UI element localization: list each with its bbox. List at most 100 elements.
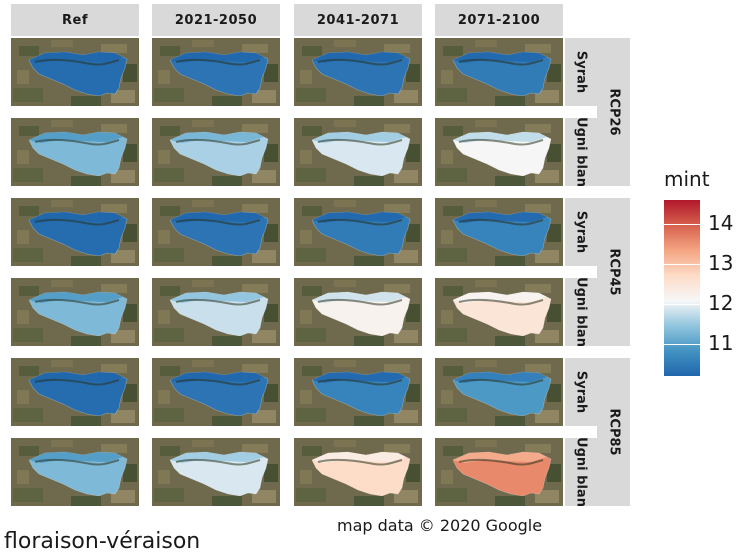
terrain-patch [334, 40, 356, 47]
map-panel-svg [435, 358, 563, 426]
terrain-patch [406, 224, 420, 242]
terrain-ridge [317, 218, 403, 226]
terrain-patch [160, 366, 180, 376]
facet-row-strip: Syrah [565, 358, 597, 426]
terrain-patch [443, 446, 463, 456]
terrain-patch [547, 384, 561, 402]
legend-tick-label: 13 [708, 251, 734, 275]
terrain-patch [17, 470, 29, 484]
region-fill [169, 291, 269, 337]
terrain-patch [242, 364, 268, 373]
map-panel-svg [152, 198, 280, 266]
terrain-patch [158, 230, 170, 244]
legend-gradient [664, 200, 700, 376]
terrain-patch [264, 464, 278, 482]
terrain-patch [475, 120, 497, 127]
terrain-ridge [317, 458, 403, 466]
map-panel-svg [11, 198, 139, 266]
region-fill [169, 51, 269, 97]
facet-column-strip: Ref [11, 4, 139, 36]
terrain-patch [212, 96, 242, 106]
region-fill [169, 451, 269, 497]
terrain-patch [334, 440, 356, 447]
terrain-patch [13, 408, 43, 422]
map-panel [11, 358, 139, 426]
terrain-patch [300, 310, 312, 324]
terrain-patch [495, 496, 525, 506]
terrain-patch [71, 96, 101, 106]
map-panel-svg [11, 358, 139, 426]
map-panel-svg [11, 118, 139, 186]
terrain-patch [111, 170, 135, 183]
terrain-ridge [34, 138, 120, 146]
terrain-patch [384, 364, 410, 373]
terrain-patch [101, 204, 127, 213]
facet-row-label: Syrah [573, 210, 589, 254]
terrain-patch [547, 464, 561, 482]
facet-row-strip: Syrah [565, 198, 597, 266]
terrain-patch [334, 200, 356, 207]
terrain-patch [441, 230, 453, 244]
terrain-patch [252, 410, 276, 423]
region-fill [28, 291, 128, 337]
map-panel-svg [294, 358, 422, 426]
map-panel-svg [294, 198, 422, 266]
map-panel [11, 38, 139, 106]
region-fill [169, 371, 269, 417]
terrain-patch [19, 286, 39, 296]
terrain-ridge [458, 378, 544, 386]
terrain-patch [192, 200, 214, 207]
terrain-patch [160, 46, 180, 56]
terrain-patch [475, 200, 497, 207]
terrain-patch [123, 144, 137, 162]
terrain-patch [535, 90, 559, 103]
terrain-patch [296, 488, 326, 502]
terrain-patch [475, 280, 497, 287]
terrain-patch [441, 470, 453, 484]
terrain-patch [300, 150, 312, 164]
map-panel-svg [11, 38, 139, 106]
terrain-patch [354, 96, 384, 106]
terrain-patch [525, 124, 551, 133]
terrain-ridge [458, 458, 544, 466]
map-panel [435, 358, 563, 426]
terrain-patch [154, 328, 184, 342]
terrain-patch [475, 360, 497, 367]
region-fill [452, 371, 552, 417]
map-panel [294, 198, 422, 266]
region-fill [452, 211, 552, 257]
terrain-patch [242, 44, 268, 53]
terrain-patch [51, 40, 73, 47]
terrain-patch [296, 328, 326, 342]
terrain-patch [252, 250, 276, 263]
terrain-patch [13, 168, 43, 182]
terrain-patch [71, 176, 101, 186]
terrain-ridge [317, 378, 403, 386]
terrain-patch [51, 280, 73, 287]
map-panel [294, 118, 422, 186]
map-panel-svg [11, 278, 139, 346]
terrain-patch [13, 488, 43, 502]
region-fill [452, 51, 552, 97]
terrain-patch [111, 250, 135, 263]
terrain-patch [443, 206, 463, 216]
map-panel-svg [152, 38, 280, 106]
terrain-patch [123, 304, 137, 322]
terrain-patch [123, 224, 137, 242]
terrain-patch [475, 440, 497, 447]
legend-gradient-svg [664, 200, 700, 376]
map-panel-svg [435, 438, 563, 506]
terrain-ridge [458, 298, 544, 306]
terrain-patch [160, 446, 180, 456]
terrain-patch [252, 490, 276, 503]
terrain-patch [51, 360, 73, 367]
terrain-patch [394, 170, 418, 183]
region-fill [169, 211, 269, 257]
terrain-patch [443, 126, 463, 136]
terrain-patch [160, 286, 180, 296]
terrain-patch [495, 256, 525, 266]
terrain-patch [17, 310, 29, 324]
terrain-ridge [317, 298, 403, 306]
terrain-patch [296, 408, 326, 422]
region-fill [311, 371, 411, 417]
